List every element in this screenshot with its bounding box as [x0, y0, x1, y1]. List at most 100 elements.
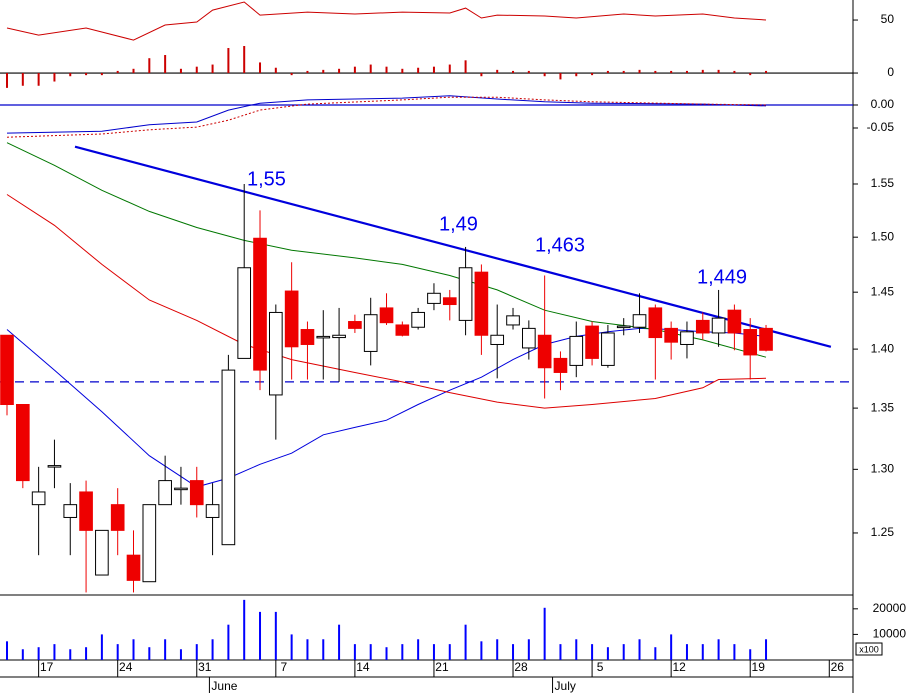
histogram-bar — [622, 70, 625, 74]
histogram-bar — [701, 69, 704, 74]
histogram-bar — [685, 70, 688, 74]
candle-body — [363, 314, 378, 352]
volume-bar — [211, 639, 214, 660]
annotation: 1,55 — [247, 168, 286, 190]
candle-body — [680, 331, 694, 345]
candle-body — [269, 311, 283, 396]
histogram-bar — [100, 73, 103, 76]
x-tick-label: 26 — [831, 660, 845, 674]
volume-bar — [37, 647, 40, 660]
x-tick-label: 17 — [40, 660, 54, 674]
candle-body — [601, 332, 615, 366]
candle-body — [616, 325, 631, 329]
y-tick-label: 1.45 — [871, 284, 895, 298]
histogram-bar — [670, 70, 673, 74]
volume-bar — [559, 644, 562, 660]
candle-body — [569, 335, 584, 366]
volume-bar — [21, 649, 24, 660]
candle-body — [0, 334, 14, 406]
volume-bar — [369, 644, 372, 660]
y-tick-label: 1.55 — [871, 176, 895, 190]
y-tick-label: 50 — [881, 12, 895, 26]
indicator-line — [6, 95, 767, 134]
histogram-bar — [385, 66, 388, 74]
unit-label: x100 — [859, 644, 879, 654]
candle-body — [474, 271, 489, 336]
histogram-bar — [6, 73, 9, 88]
y-tick-label: 1.30 — [871, 462, 895, 476]
volume-bar — [53, 644, 56, 660]
volume-bar — [353, 644, 356, 660]
histogram-bar — [37, 73, 40, 86]
candle-body — [15, 404, 30, 482]
volume-bar — [543, 607, 546, 660]
histogram-bar — [353, 66, 356, 74]
volume-bar — [685, 644, 688, 660]
candle-body — [300, 329, 315, 345]
y-tick-label: 1.25 — [871, 525, 895, 539]
volume-bar — [717, 639, 720, 660]
histogram-bar — [195, 66, 198, 74]
volume-bar — [701, 644, 704, 660]
x-tick-label: 12 — [672, 660, 686, 674]
volume-bar — [638, 639, 641, 660]
moving-average — [6, 194, 767, 409]
x-tick-label: 7 — [280, 660, 287, 674]
volume-bar — [733, 644, 736, 660]
candle-body — [284, 290, 299, 348]
x-tick-label: 5 — [597, 660, 604, 674]
histogram-bar — [401, 68, 404, 74]
volume-bar — [591, 644, 594, 660]
x-tick-label: 14 — [356, 660, 370, 674]
y-tick-label: 1.40 — [871, 341, 895, 355]
histogram-bar — [575, 73, 578, 77]
histogram-bar — [512, 70, 515, 74]
month-label: June — [211, 679, 237, 693]
trend-line — [74, 145, 832, 348]
y-tick-label: 1.50 — [871, 229, 895, 243]
candle-body — [31, 491, 46, 506]
volume-bar — [749, 649, 752, 660]
candle-body — [664, 327, 678, 343]
moving-average — [6, 327, 767, 488]
volume-bar — [132, 639, 135, 660]
x-tick-label: 31 — [198, 660, 212, 674]
volume-bar — [290, 634, 293, 660]
histogram-bar — [211, 64, 214, 74]
histogram-bar — [717, 69, 720, 74]
histogram-bar — [654, 70, 657, 74]
histogram-bar — [85, 73, 88, 76]
candle-body — [506, 315, 520, 326]
candle-body — [442, 297, 457, 306]
candle-body — [411, 311, 425, 328]
volume-bar — [100, 634, 103, 660]
candle-body — [648, 307, 663, 339]
candle-body — [585, 325, 599, 359]
volume-bar — [448, 644, 451, 660]
volume-bar — [575, 639, 578, 660]
histogram-bar — [290, 73, 293, 76]
histogram-bar — [338, 68, 341, 74]
candle-body — [95, 529, 109, 576]
volume-bar — [243, 599, 246, 660]
volume-bar — [306, 639, 309, 660]
volume-bar — [765, 639, 768, 660]
histogram-bar — [369, 64, 372, 74]
histogram-bar — [464, 60, 467, 74]
histogram-bar — [480, 73, 483, 77]
histogram-bar — [179, 68, 182, 74]
volume-bar — [622, 644, 625, 660]
volume-bar — [322, 639, 325, 660]
volume-bar — [6, 641, 9, 660]
volume-bar — [164, 639, 167, 660]
x-tick-label: 28 — [514, 660, 528, 674]
histogram-bar — [733, 70, 736, 74]
histogram-bar — [306, 70, 309, 74]
volume-bar — [417, 639, 420, 660]
volume-bar — [432, 644, 435, 660]
candle-body — [553, 357, 568, 373]
volume-bar — [148, 647, 151, 660]
histogram-bar — [322, 69, 325, 74]
histogram-bar — [448, 64, 451, 74]
